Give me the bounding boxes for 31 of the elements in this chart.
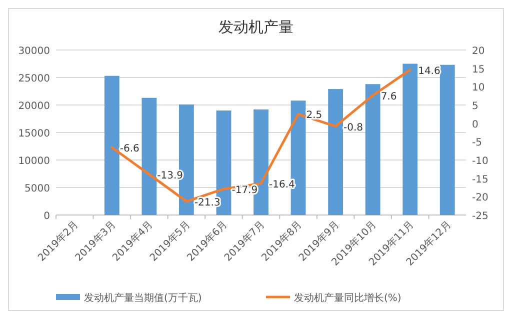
data-label: -0.8 <box>344 122 364 134</box>
bar <box>365 84 380 215</box>
bar <box>328 89 343 215</box>
chart-title: 发动机产量 <box>218 18 294 36</box>
bar <box>104 76 120 215</box>
y-tick-label: 10000 <box>18 156 50 167</box>
legend-label: 发动机产量当期值(万千瓦) <box>84 292 202 304</box>
data-label: 7.6 <box>380 91 397 102</box>
y-tick-label: 20000 <box>18 101 50 112</box>
y2-tick-label: -20 <box>472 192 488 204</box>
y2-tick-label: -5 <box>472 138 482 149</box>
y2-tick-label: 10 <box>472 82 485 94</box>
data-label: 14.6 <box>418 66 440 77</box>
y2-tick-label: -25 <box>472 211 488 222</box>
y2-tick-label: 15 <box>472 64 485 76</box>
bar <box>440 64 455 215</box>
data-label: 2.5 <box>306 110 322 122</box>
y2-tick-label: -15 <box>472 174 488 186</box>
y2-tick-label: 5 <box>472 101 478 112</box>
y2-tick-label: 0 <box>472 119 478 130</box>
y-tick-label: 30000 <box>18 46 50 57</box>
data-label: -6.6 <box>120 144 140 155</box>
y-tick-label: 0 <box>44 211 50 222</box>
y-tick-label: 15000 <box>18 128 50 140</box>
y2-tick-label: 20 <box>472 46 485 57</box>
y-tick-label: 25000 <box>18 74 50 84</box>
bar <box>142 98 157 215</box>
y2-tick-label: -10 <box>472 156 488 167</box>
bar <box>402 64 418 215</box>
legend-label: 发动机产量同比增长(%) <box>294 292 402 304</box>
y-tick-label: 5000 <box>24 184 50 194</box>
